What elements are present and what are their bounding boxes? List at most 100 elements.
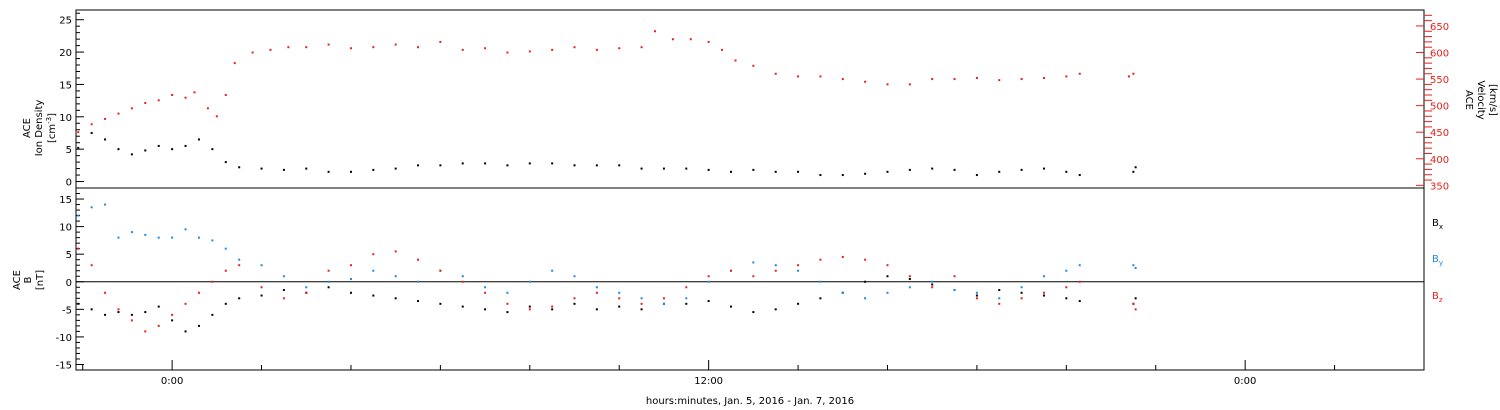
by-point	[864, 297, 867, 300]
by-point	[157, 236, 160, 239]
bz-point	[77, 247, 80, 250]
bx-point	[819, 297, 822, 300]
velocity-point	[653, 30, 656, 33]
bx-point	[685, 302, 688, 305]
by-point	[144, 233, 147, 236]
bx-point	[998, 289, 1001, 292]
by-point	[707, 280, 710, 283]
velocity-point	[618, 47, 621, 50]
bz-point	[573, 297, 576, 300]
bx-point	[171, 319, 174, 322]
velocity-point	[439, 40, 442, 43]
bz-point	[752, 275, 755, 278]
bx-point	[157, 305, 160, 308]
density-point	[618, 164, 621, 167]
bz-point	[224, 269, 227, 272]
bz-point	[238, 264, 241, 267]
bz-point	[819, 258, 822, 261]
top-right-tick-label: 350	[1430, 181, 1449, 192]
x-tick-label: 0:00	[1234, 376, 1256, 387]
bx-point	[327, 286, 330, 289]
bz-point	[662, 297, 665, 300]
velocity-point	[640, 46, 643, 49]
by-point	[1078, 264, 1081, 267]
density-point	[394, 167, 397, 170]
right-ylabel-line1: ACE	[1463, 90, 1474, 110]
by-point	[197, 236, 200, 239]
legend-bz: Bz	[1432, 291, 1443, 304]
bx-point	[130, 313, 133, 316]
density-point	[171, 148, 174, 151]
velocity-point	[117, 112, 120, 115]
bz-point	[618, 297, 621, 300]
bx-point	[77, 302, 80, 305]
legend-bx-label: B	[1432, 218, 1439, 229]
bz-point	[595, 291, 598, 294]
by-point	[595, 286, 598, 289]
velocity-point	[251, 51, 254, 54]
bx-point	[506, 311, 509, 314]
velocity-point	[157, 99, 160, 102]
bz-point	[104, 291, 107, 294]
top-left-tick-label: 25	[59, 16, 72, 27]
bottom-ylabel-line2: B	[23, 276, 34, 283]
velocity-point	[287, 46, 290, 49]
legend-bz-label: B	[1432, 291, 1439, 302]
by-point	[931, 280, 934, 283]
velocity-point	[998, 79, 1001, 82]
density-point	[1078, 174, 1081, 177]
b-legend: Bx By Bz	[1432, 218, 1443, 304]
density-point	[211, 148, 214, 151]
by-point	[640, 297, 643, 300]
bottom-left-tick-label: 10	[59, 223, 72, 234]
density-point	[551, 162, 554, 165]
top-left-tick-label: 10	[59, 113, 72, 124]
velocity-point	[1020, 78, 1023, 81]
bz-point	[1020, 297, 1023, 300]
density-point	[595, 164, 598, 167]
bottom-left-ylabel: ACE B [nT]	[12, 270, 46, 290]
bottom-left-tick-label: 15	[59, 195, 72, 206]
top-panel-frame	[75, 9, 1425, 189]
velocity-point	[269, 48, 272, 51]
by-point	[662, 302, 665, 305]
top-ylabel-line2: Ion Density	[34, 100, 45, 157]
bx-point	[908, 278, 911, 280]
by-point	[573, 275, 576, 278]
bz-point	[1042, 291, 1045, 294]
bx-point	[224, 302, 227, 305]
velocity-point	[671, 38, 674, 41]
bz-point	[886, 264, 889, 267]
axis-ticks	[76, 12, 1432, 370]
density-point	[729, 170, 732, 173]
density-point	[506, 164, 509, 167]
velocity-point	[1078, 72, 1081, 75]
density-point	[573, 164, 576, 167]
by-point	[327, 280, 330, 283]
velocity-point	[975, 77, 978, 80]
velocity-point	[689, 38, 692, 41]
density-point	[640, 167, 643, 170]
velocity-point	[372, 46, 375, 49]
bz-point	[157, 324, 160, 327]
density-point	[104, 138, 107, 141]
top-left-ylabel: ACE Ion Density [cm-3]	[22, 100, 58, 157]
velocity-point	[774, 72, 777, 75]
bx-point	[184, 330, 187, 333]
bz-point	[117, 308, 120, 311]
x-tick-label: 0:00	[161, 376, 183, 387]
velocity-point	[215, 115, 218, 118]
right-ylabel-line2: Velocity	[1475, 80, 1486, 119]
velocity-point	[1127, 75, 1130, 78]
bz-point	[305, 291, 308, 294]
bx-point	[1065, 297, 1068, 300]
by-point	[819, 280, 822, 283]
top-right-tick-label: 450	[1430, 128, 1449, 139]
bx-point	[282, 289, 285, 292]
by-point	[908, 286, 911, 289]
velocity-point	[1042, 77, 1045, 80]
bx-point	[211, 313, 214, 316]
density-point	[975, 174, 978, 177]
density-point	[77, 146, 80, 149]
